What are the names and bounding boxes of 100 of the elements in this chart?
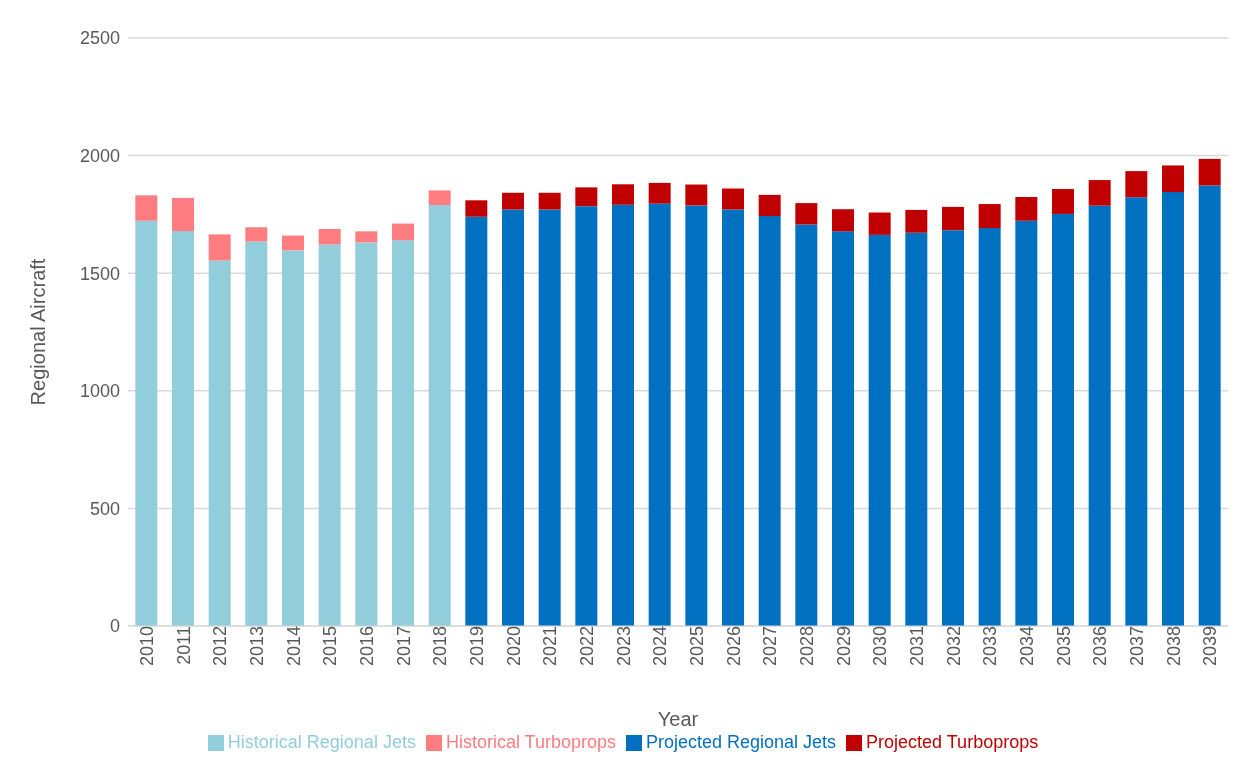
- bar: [392, 240, 414, 626]
- x-tick-label: 2027: [760, 626, 781, 667]
- x-tick-label: 2039: [1200, 626, 1221, 667]
- bar: [1125, 197, 1148, 626]
- bar: [208, 260, 231, 626]
- x-axis-title: Year: [657, 708, 699, 730]
- bar: [612, 204, 634, 626]
- bar: [465, 200, 488, 217]
- bar: [1125, 171, 1148, 198]
- bar: [245, 227, 268, 242]
- x-tick-label: 2029: [833, 626, 854, 667]
- x-tick-label: 2016: [357, 626, 378, 667]
- bar: [612, 184, 634, 205]
- bar: [1052, 213, 1074, 626]
- legend-label: Projected Regional Jets: [645, 732, 837, 752]
- bar: [942, 206, 964, 231]
- bar: [1162, 165, 1184, 193]
- bar: [868, 212, 891, 235]
- bar: [392, 223, 414, 241]
- bar: [502, 192, 524, 210]
- legend-label: Historical Turboprops: [445, 732, 616, 752]
- bar: [1088, 205, 1111, 626]
- bar: [722, 188, 744, 210]
- bar: [648, 182, 671, 204]
- x-tick-label: 2028: [797, 626, 818, 667]
- bar: [722, 209, 744, 626]
- bar: [1052, 189, 1074, 214]
- x-tick-label: 2025: [687, 626, 708, 667]
- x-tick-label: 2031: [907, 626, 928, 667]
- bar: [575, 187, 598, 207]
- x-tick-label: 2010: [137, 626, 158, 667]
- x-tick-label: 2013: [247, 626, 268, 667]
- x-tick-label: 2019: [467, 626, 488, 667]
- legend-label: Historical Regional Jets: [227, 732, 416, 752]
- bar: [245, 241, 268, 626]
- bar: [905, 232, 928, 626]
- bar: [355, 242, 378, 626]
- x-tick-label: 2032: [943, 626, 964, 667]
- bar: [538, 209, 561, 626]
- bar: [758, 216, 781, 626]
- y-tick-label: 0: [109, 616, 120, 637]
- x-tick-label: 2036: [1090, 626, 1111, 667]
- bar: [832, 231, 854, 626]
- bar: [1015, 197, 1038, 221]
- bar: [428, 190, 451, 205]
- x-tick-label: 2033: [980, 626, 1001, 667]
- x-tick-label: 2011: [173, 626, 194, 665]
- bar: [1198, 185, 1221, 626]
- x-tick-label: 2035: [1053, 626, 1074, 667]
- x-tick-label: 2015: [320, 626, 341, 667]
- bar: [685, 205, 708, 626]
- y-tick-label: 2000: [79, 145, 120, 166]
- bar: [172, 231, 194, 626]
- bar: [502, 209, 524, 626]
- bar: [575, 206, 598, 626]
- bar: [282, 250, 304, 626]
- x-tick-label: 2034: [1017, 626, 1038, 667]
- y-tick-label: 1000: [79, 381, 120, 402]
- bar: [1015, 220, 1038, 626]
- x-tick-label: 2020: [503, 626, 524, 667]
- bar: [538, 192, 561, 210]
- x-tick-label: 2030: [870, 626, 891, 667]
- x-tick-label: 2024: [650, 626, 671, 667]
- x-tick-label: 2023: [613, 626, 634, 667]
- bar: [208, 234, 231, 261]
- x-tick-label: 2026: [723, 626, 744, 667]
- x-tick-label: 2017: [393, 626, 414, 667]
- bar: [135, 220, 158, 626]
- bar: [135, 195, 158, 221]
- y-tick-label: 2500: [79, 28, 120, 49]
- bar: [795, 224, 818, 626]
- bar: [758, 194, 781, 217]
- x-tick-label: 2037: [1127, 626, 1148, 667]
- y-tick-label: 500: [89, 498, 120, 519]
- bar: [465, 216, 488, 626]
- x-tick-label: 2038: [1163, 626, 1184, 667]
- x-tick-label: 2014: [283, 626, 304, 667]
- bar: [428, 204, 451, 626]
- bar: [282, 235, 304, 251]
- bar: [355, 231, 378, 243]
- bar: [978, 204, 1001, 229]
- bar: [318, 244, 341, 626]
- x-tick-label: 2012: [210, 626, 231, 667]
- bar: [172, 197, 194, 232]
- legend-label: Projected Turboprops: [866, 732, 1039, 752]
- bar: [795, 203, 818, 225]
- bar: [318, 228, 341, 245]
- bar: [868, 234, 891, 626]
- y-tick-label: 1500: [79, 263, 120, 284]
- x-tick-label: 2022: [577, 626, 598, 667]
- bar: [1162, 192, 1184, 626]
- bar: [832, 209, 854, 232]
- bar: [685, 184, 708, 206]
- bar: [942, 230, 964, 626]
- bar: [1088, 180, 1111, 206]
- bar: [905, 209, 928, 233]
- y-axis-title: Regional Aircraft: [27, 258, 50, 406]
- x-tick-label: 2021: [540, 626, 561, 667]
- bar: [978, 228, 1001, 626]
- bar: [648, 203, 671, 626]
